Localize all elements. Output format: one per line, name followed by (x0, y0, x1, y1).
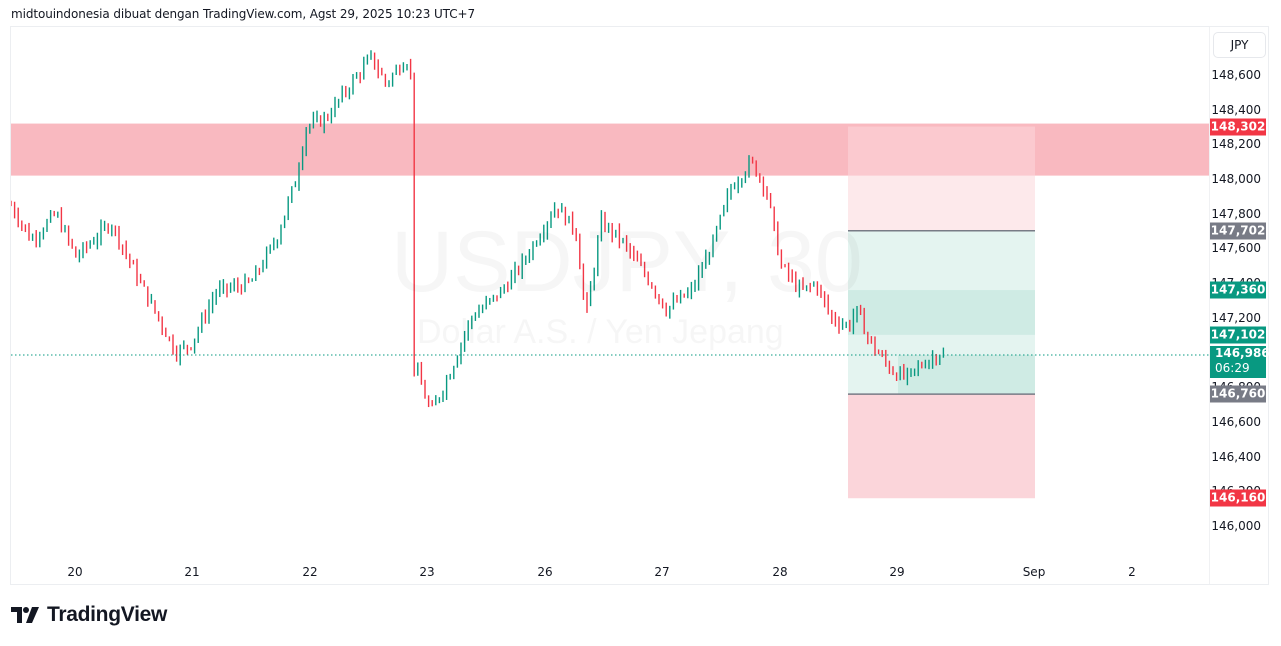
price-tick: 147,200 (1211, 310, 1261, 325)
time-tick: 22 (302, 565, 318, 579)
price-tick: 146,600 (1211, 414, 1261, 429)
time-tick: 21 (184, 565, 200, 579)
tradingview-logo-icon (11, 607, 39, 623)
position-inner-band (848, 290, 1035, 335)
tradingview-logo-text: TradingView (47, 603, 168, 626)
price-tick: 148,600 (1211, 68, 1261, 82)
ohlc-chart-svg (11, 50, 1209, 499)
price-scale[interactable]: 148,600 148,400 148,200 148,000 147,800 147,6… (1209, 27, 1269, 584)
price-tick: 147,600 (1211, 241, 1261, 256)
chart-plot-area[interactable]: USDJPY, 30 Dollar A.S. / Yen Jepang (11, 27, 1209, 557)
time-tick: 28 (772, 565, 788, 579)
time-tick: 20 (67, 565, 83, 579)
price-tick: 146,000 (1211, 518, 1261, 533)
tradingview-logo: TradingView (11, 603, 167, 627)
price-badge: 147,702 (1210, 222, 1266, 240)
price-tick: 148,000 (1211, 172, 1261, 187)
price-tick: 148,200 (1211, 137, 1261, 152)
price-tick: 147,800 (1211, 206, 1261, 221)
price-badge: 148,302 (1210, 118, 1266, 136)
price-badge: 147,360 (1210, 281, 1266, 299)
price-badge: 147,102 (1210, 326, 1266, 344)
price-tick: 148,400 (1211, 102, 1261, 117)
time-tick: 23 (419, 565, 435, 579)
last-price-badge: 146,986 06:29 (1210, 345, 1270, 378)
currency-button[interactable]: JPY (1213, 32, 1266, 58)
price-badge: 146,760 (1210, 385, 1266, 403)
chart-frame (10, 26, 1269, 585)
time-tick: 26 (537, 565, 553, 579)
last-price-value: 146,986 (1215, 345, 1270, 360)
position-overlap (848, 126, 1035, 176)
time-tick: 2 (1128, 565, 1136, 579)
time-tick: 29 (889, 565, 905, 579)
time-axis[interactable]: 20 21 22 23 26 27 28 29 Sep 2 (11, 557, 1209, 584)
bar-countdown: 06:29 (1215, 360, 1250, 375)
position-stop-box[interactable] (848, 394, 1035, 499)
price-tick: 146,400 (1211, 449, 1261, 464)
time-tick: Sep (1022, 565, 1046, 579)
position-upper-box[interactable] (848, 126, 1035, 231)
price-badge: 146,160 (1210, 489, 1266, 507)
time-tick: 27 (654, 565, 670, 579)
position-filled-band (898, 354, 1035, 395)
chart-caption: midtouindonesia dibuat dengan TradingVie… (11, 7, 475, 21)
